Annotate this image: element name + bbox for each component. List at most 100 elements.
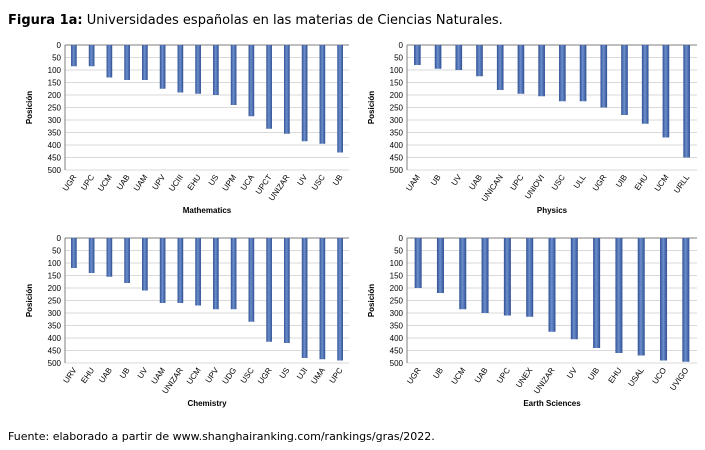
bar-uca	[248, 45, 255, 117]
bar-uji	[301, 238, 308, 358]
bar-ucm	[195, 238, 201, 306]
x-tick-label-uniovi: UNIOVI	[523, 173, 546, 201]
bar-us	[213, 45, 219, 95]
x-tick-label-usal: USAL	[627, 366, 647, 389]
bar-ull	[579, 45, 587, 102]
bar-ub	[337, 45, 343, 153]
x-tick-label-upc: UPC	[495, 366, 512, 385]
bar-ugr	[414, 238, 422, 288]
bar-usal	[637, 238, 645, 356]
y-axis-title: Posición	[367, 91, 376, 124]
y-tick-label: 50	[52, 247, 61, 256]
chart-chemistry: 0 50 100 150 200 250 300 350 400 450 500 Posición UR…	[25, 234, 349, 408]
y-tick-label: 0	[399, 41, 404, 50]
x-tick-label-urv: URV	[62, 365, 79, 384]
x-tick-label-uma: UMA	[309, 365, 327, 385]
x-tick-label-uca: UCA	[239, 172, 256, 192]
x-tick-label-uib: UIB	[586, 366, 601, 382]
y-tick-label: 100	[390, 66, 404, 75]
x-tick-label-ugr: UGR	[405, 366, 423, 386]
bar-uab	[476, 45, 483, 77]
bar-ehu	[641, 45, 649, 124]
y-tick-label: 100	[48, 66, 62, 75]
x-tick-label-ub: UB	[431, 366, 445, 380]
bar-uvigo	[682, 238, 690, 362]
x-tick-label-upv: UPV	[150, 172, 167, 191]
x-tick-label-ugr: UGR	[61, 173, 79, 193]
x-tick-label-ull: ULL	[572, 173, 588, 191]
bar-unex	[526, 238, 534, 317]
x-tick-label-uab: UAB	[97, 366, 114, 385]
x-tick-label-ucm: UCM	[450, 366, 468, 386]
x-tick-label-unex: UNEX	[514, 365, 535, 389]
y-tick-label: 500	[390, 166, 404, 175]
chart-earth-sciences: 0 50 100 150 200 250 300 350 400 450 500 Posición UG…	[367, 234, 697, 408]
bar-upc	[517, 45, 525, 94]
x-axis-title: Earth Sciences	[523, 399, 581, 408]
y-tick-label: 200	[390, 91, 404, 100]
figure-title: Figura 1a: Universidades españolas en la…	[8, 13, 503, 28]
bar-ehu	[88, 238, 95, 273]
bar-unizar	[177, 238, 184, 303]
x-tick-label-urll: URLL	[672, 173, 691, 195]
bar-upc	[337, 238, 343, 361]
chart-mathematics: 0 50 100 150 200 250 300 350 400 450 500 Posición UG…	[25, 41, 349, 215]
x-tick-label-ucm: UCM	[185, 366, 203, 386]
bar-uab	[481, 238, 489, 313]
y-tick-label: 100	[390, 259, 404, 268]
bar-uib	[621, 45, 628, 115]
bar-uab	[106, 238, 113, 277]
y-tick-label: 400	[48, 334, 62, 343]
bar-upv	[159, 45, 166, 89]
x-tick-label-ehu: EHU	[186, 173, 203, 192]
bar-uab	[124, 45, 130, 80]
x-tick-label-usc: USC	[550, 173, 567, 192]
y-tick-label: 500	[48, 166, 62, 175]
bar-udg	[230, 238, 237, 310]
x-tick-label-uji: UJI	[295, 366, 309, 381]
bar-uma	[319, 238, 326, 360]
x-tick-label-upc: UPC	[79, 173, 96, 192]
bar-usc	[248, 238, 255, 322]
y-tick-label: 200	[48, 91, 62, 100]
x-tick-label-upm: UPM	[221, 173, 239, 193]
x-tick-label-us: US	[207, 173, 221, 187]
x-tick-label-uv: UV	[450, 172, 464, 187]
bar-uam	[159, 238, 166, 303]
bar-upm	[230, 45, 237, 105]
bar-upc	[503, 238, 511, 316]
x-tick-label-us: US	[278, 366, 292, 380]
y-tick-label: 50	[394, 247, 403, 256]
bar-ugr	[600, 45, 608, 108]
bar-usc	[559, 45, 566, 102]
y-tick-label: 300	[390, 309, 404, 318]
y-tick-label: 300	[390, 116, 404, 125]
bar-uv	[301, 45, 308, 142]
bar-upct	[266, 45, 272, 129]
y-tick-label: 0	[57, 41, 62, 50]
y-tick-label: 450	[48, 347, 62, 356]
x-tick-label-uam: UAM	[404, 173, 422, 193]
figure-source: Fuente: elaborado a partir de www.shangh…	[8, 430, 435, 443]
bar-uib	[593, 238, 601, 348]
y-tick-label: 500	[48, 359, 62, 368]
bar-ub	[436, 238, 444, 293]
y-tick-label: 150	[48, 272, 62, 281]
figure-title-label: Figura 1a:	[8, 13, 83, 28]
x-axis-title: Chemistry	[187, 399, 227, 408]
bar-ucm	[459, 238, 467, 310]
y-tick-label: 350	[390, 322, 404, 331]
x-tick-label-uab: UAB	[115, 173, 132, 192]
y-axis-title: Posición	[25, 91, 34, 124]
y-tick-label: 450	[390, 347, 404, 356]
x-tick-label-uab: UAB	[467, 173, 484, 192]
x-tick-label-uam: UAM	[132, 173, 150, 193]
x-tick-label-usc: USC	[239, 366, 256, 385]
y-tick-label: 150	[390, 272, 404, 281]
y-tick-label: 50	[394, 54, 403, 63]
y-tick-label: 150	[390, 79, 404, 88]
x-tick-label-upc: UPC	[328, 366, 345, 385]
bar-uciii	[177, 45, 184, 93]
x-tick-label-unizar: UNIZAR	[532, 366, 557, 396]
y-tick-label: 350	[48, 322, 62, 331]
